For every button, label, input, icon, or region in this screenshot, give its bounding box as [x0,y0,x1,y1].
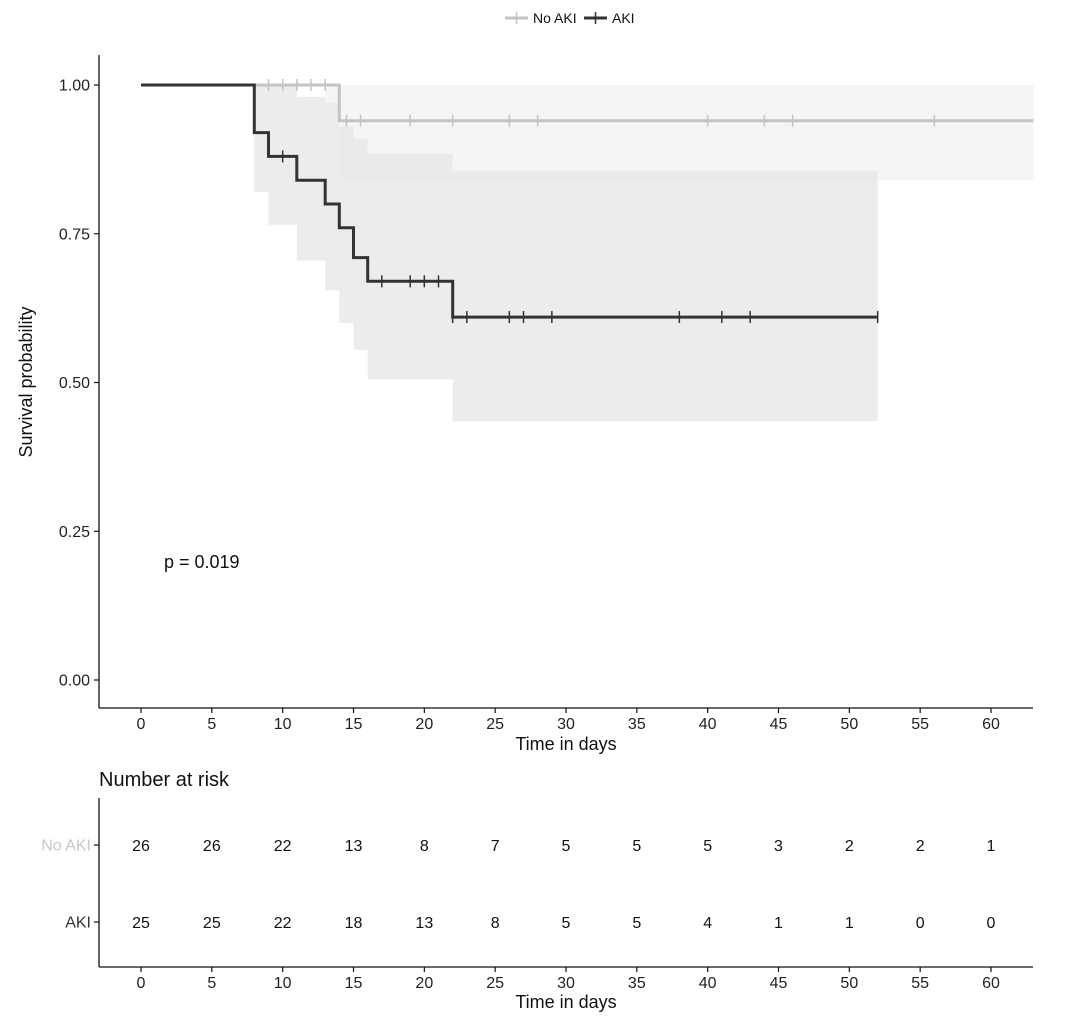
x-tick-label: 15 [345,716,363,733]
risk-count: 1 [987,838,996,855]
risk-x-tick-label: 40 [699,975,717,992]
risk-count: 18 [345,915,363,932]
risk-x-tick-label: 20 [415,975,433,992]
risk-x-tick-label: 50 [840,975,858,992]
risk-count: 5 [632,838,641,855]
risk-x-tick-label: 10 [274,975,292,992]
risk-count: 26 [203,838,221,855]
y-tick-label: 0.75 [59,226,90,243]
x-tick-label: 0 [137,716,146,733]
y-tick-label: 1.00 [59,78,90,95]
x-tick-label: 35 [628,716,646,733]
risk-count: 13 [415,915,433,932]
risk-count: 8 [491,915,500,932]
risk-x-tick-label: 60 [982,975,1000,992]
risk-x-tick-label: 15 [345,975,363,992]
risk-count: 22 [274,915,292,932]
risk-count: 26 [132,838,150,855]
y-tick-label: 0.00 [59,673,90,690]
x-tick-label: 40 [699,716,717,733]
risk-count: 25 [132,915,150,932]
risk-x-tick-label: 45 [770,975,788,992]
risk-row-label: AKI [65,915,91,932]
x-axis-title: Time in days [515,734,616,754]
x-tick-label: 10 [274,716,292,733]
y-axis-title: Survival probability [16,306,36,457]
risk-x-tick-label: 25 [486,975,504,992]
y-tick-label: 0.50 [59,375,90,392]
risk-count: 5 [562,838,571,855]
legend: No AKI AKI [505,10,635,26]
risk-count: 7 [491,838,500,855]
risk-count: 5 [703,838,712,855]
x-tick-label: 60 [982,716,1000,733]
legend-label-no-aki: No AKI [533,10,577,26]
risk-x-tick-label: 35 [628,975,646,992]
risk-row-label: No AKI [41,838,91,855]
risk-count: 1 [845,915,854,932]
x-tick-label: 55 [911,716,929,733]
risk-count: 0 [987,915,996,932]
risk-count: 22 [274,838,292,855]
x-tick-label: 50 [840,716,858,733]
y-tick-label: 0.25 [59,524,90,541]
risk-count: 25 [203,915,221,932]
risk-x-axis-title: Time in days [515,992,616,1012]
x-tick-label: 45 [770,716,788,733]
x-tick-label: 20 [415,716,433,733]
risk-count: 8 [420,838,429,855]
risk-count: 5 [562,915,571,932]
x-tick-label: 30 [557,716,575,733]
main-axes: 0.00 0.25 0.50 0.75 1.00 0 5 10 15 20 25 30 35 40 45 50… [59,55,1033,733]
risk-count: 0 [916,915,925,932]
risk-count: 13 [345,838,363,855]
x-tick-label: 5 [207,716,216,733]
risk-x-tick-label: 55 [911,975,929,992]
risk-count: 4 [703,915,712,932]
risk-count: 2 [845,838,854,855]
risk-x-tick-label: 0 [137,975,146,992]
risk-x-tick-label: 5 [207,975,216,992]
risk-count: 2 [916,838,925,855]
ci-band-aki [254,85,878,422]
legend-label-aki: AKI [612,10,635,26]
risk-count: 5 [632,915,641,932]
confidence-bands [254,85,1034,422]
risk-table-title: Number at risk [99,769,230,791]
risk-count: 1 [774,915,783,932]
x-tick-label: 25 [486,716,504,733]
risk-count: 3 [774,838,783,855]
p-value-annotation: p = 0.019 [164,552,240,572]
survival-curves [141,79,1034,324]
risk-x-tick-label: 30 [557,975,575,992]
